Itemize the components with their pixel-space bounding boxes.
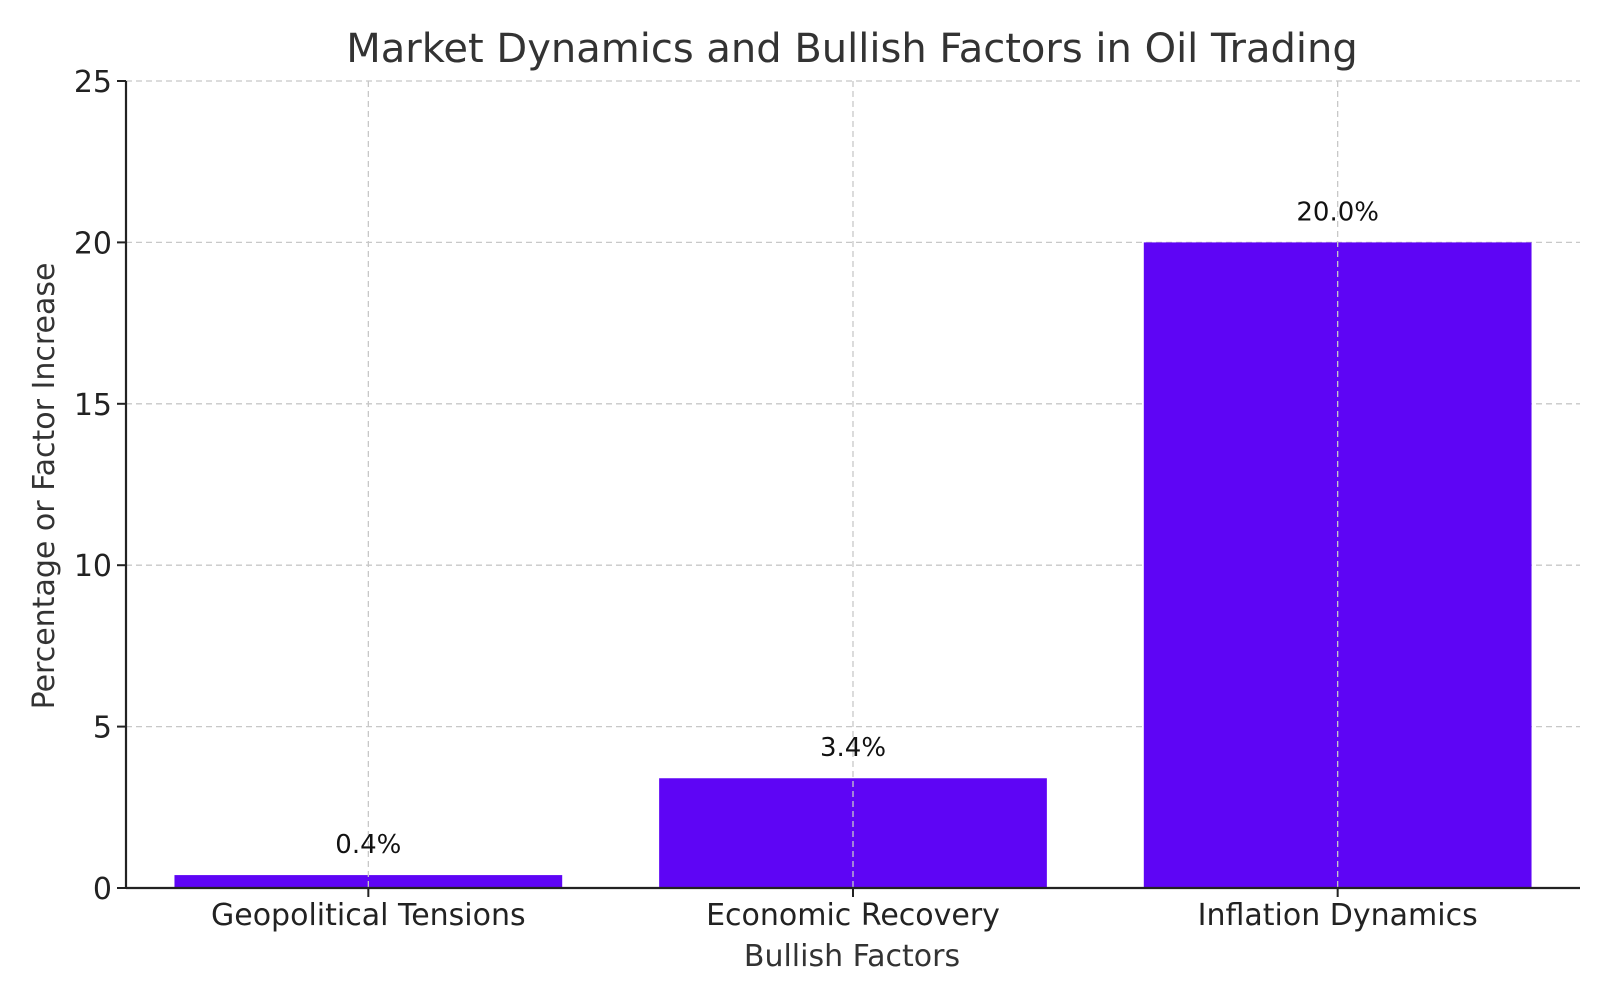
y-tick-label: 5 (93, 711, 112, 746)
y-axis-label: Percentage or Factor Increase (27, 263, 62, 710)
y-tick-label: 0 (93, 872, 112, 907)
vertical-grid-layer (367, 81, 1339, 888)
bar-data-label: 3.4% (820, 733, 886, 763)
x-tick-label: Inflation Dynamics (1198, 898, 1478, 933)
bar-data-label: 20.0% (1296, 197, 1379, 227)
x-tick-label: Geopolitical Tensions (211, 898, 526, 933)
y-tick-label: 10 (74, 549, 112, 584)
labels-layer: 0 5 10 15 20 25 Geopolitical Tensions 0.4% Econo… (74, 65, 1478, 933)
x-axis-label: Bullish Factors (744, 939, 960, 974)
bar-data-label: 0.4% (335, 830, 401, 860)
y-tick-label: 15 (74, 388, 112, 423)
y-tick-label: 25 (74, 65, 112, 100)
chart-title: Market Dynamics and Bullish Factors in O… (346, 26, 1358, 72)
y-tick-label: 20 (74, 226, 112, 261)
x-tick-label: Economic Recovery (706, 898, 1000, 933)
axes-layer (117, 80, 1580, 897)
